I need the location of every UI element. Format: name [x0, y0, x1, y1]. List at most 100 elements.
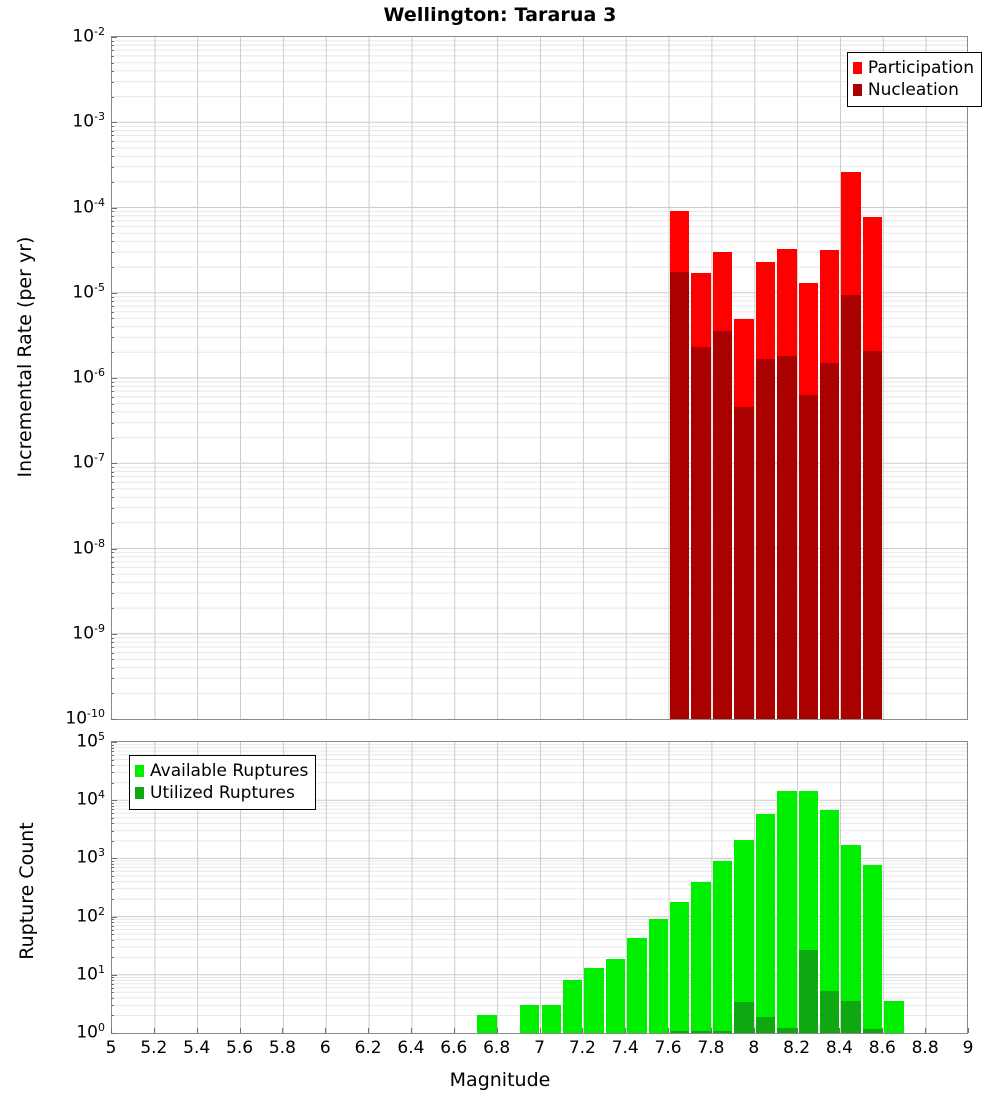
x-axis-tick	[539, 1028, 541, 1033]
bar-nucleation	[862, 350, 883, 719]
y-axis-minor-tick	[111, 871, 114, 873]
x-axis-tick	[625, 1028, 627, 1033]
x-tick-label: 6.4	[397, 1038, 425, 1058]
y-axis-minor-tick	[111, 403, 114, 405]
y-axis-tick	[111, 122, 117, 124]
participation-swatch	[852, 62, 862, 74]
y-axis-minor-tick	[111, 899, 114, 901]
legend-item-available-ruptures: Available Ruptures	[135, 760, 308, 782]
bar-utilized-ruptures	[755, 1016, 776, 1033]
y-axis-minor-tick	[111, 957, 114, 959]
y-axis-minor-tick	[111, 659, 114, 661]
y-axis-minor-tick	[111, 802, 114, 804]
y-axis-minor-tick	[111, 947, 114, 949]
x-axis-tick	[496, 1028, 498, 1033]
bar-nucleation	[691, 347, 711, 719]
y-axis-minor-tick	[111, 411, 114, 413]
x-axis-tick	[153, 1028, 155, 1033]
y-axis-minor-tick	[111, 823, 114, 825]
y-tick-label: 10-2	[72, 25, 105, 47]
y-axis-minor-tick	[111, 817, 114, 819]
x-axis-tick	[925, 1028, 927, 1033]
y-axis-minor-tick	[111, 977, 114, 979]
bar-available-ruptures	[734, 839, 754, 1033]
y-axis-minor-tick	[111, 642, 114, 643]
x-tick-label: 5.4	[183, 1038, 211, 1058]
legend-incremental-rate: Participation Nucleation	[846, 52, 982, 107]
y-axis-minor-tick	[111, 147, 114, 149]
y-axis-minor-tick	[111, 608, 114, 610]
y-axis-minor-tick	[111, 311, 114, 313]
y-axis-minor-tick	[111, 925, 114, 927]
y-axis-minor-tick	[111, 381, 114, 383]
bar-utilized-ruptures	[670, 1030, 690, 1033]
y-axis-minor-tick	[111, 522, 114, 524]
y-axis-minor-tick	[111, 987, 114, 989]
x-tick-label: 8.2	[783, 1038, 811, 1058]
x-tick-label: 7.2	[568, 1038, 596, 1058]
bar-available-ruptures	[670, 902, 690, 1033]
x-axis-tick	[710, 1028, 712, 1033]
bar-available-ruptures	[820, 810, 840, 1033]
y-axis-minor-tick	[111, 556, 114, 558]
bar-available-ruptures	[562, 980, 583, 1033]
y-tick-label: 10-5	[72, 280, 105, 303]
x-axis-tick	[282, 1028, 284, 1033]
bar-utilized-ruptures	[820, 991, 840, 1033]
bar-nucleation	[670, 272, 690, 719]
y-axis-minor-tick	[111, 754, 114, 756]
available-ruptures-swatch	[135, 765, 144, 777]
x-tick-label: 8.8	[911, 1038, 939, 1058]
y-axis-minor-tick	[111, 652, 114, 654]
y-axis-minor-tick	[111, 81, 114, 83]
y-axis-minor-tick	[111, 929, 114, 931]
y-axis-minor-tick	[111, 809, 114, 811]
y-tick-label: 10-7	[72, 451, 105, 473]
y-axis-tick	[111, 463, 117, 465]
y-axis-minor-tick	[111, 830, 114, 832]
y-axis-tick	[111, 37, 117, 38]
y-axis-minor-tick	[111, 215, 114, 217]
y-axis-minor-tick	[111, 488, 114, 490]
y-axis-tick	[111, 548, 117, 550]
y-tick-label: 103	[76, 846, 105, 869]
bar-utilized-ruptures	[862, 1029, 883, 1033]
top-axis-title-y: Incremental Rate (per yr)	[14, 236, 36, 478]
bar-utilized-ruptures	[777, 1028, 797, 1033]
y-axis-minor-tick	[111, 252, 114, 254]
y-axis-minor-tick	[111, 305, 114, 307]
x-tick-label: 7	[534, 1038, 545, 1058]
bar-nucleation	[841, 294, 861, 719]
x-tick-label: 5.2	[140, 1038, 168, 1058]
legend-item-nucleation: Nucleation	[852, 79, 974, 101]
y-axis-minor-tick	[111, 805, 114, 807]
bar-available-ruptures	[777, 790, 797, 1033]
utilized-ruptures-swatch	[135, 787, 144, 799]
y-axis-tick	[111, 742, 117, 743]
y-axis-minor-tick	[111, 997, 114, 999]
y-axis-tick	[111, 800, 117, 802]
y-axis-minor-tick	[111, 888, 114, 890]
y-axis-minor-tick	[111, 567, 114, 569]
bar-available-ruptures	[477, 1015, 497, 1033]
x-tick-label: 5	[105, 1038, 117, 1058]
x-tick-label: 9	[962, 1038, 974, 1058]
bar-utilized-ruptures	[798, 949, 819, 1033]
y-axis-tick	[111, 633, 117, 635]
x-axis-tick	[239, 1028, 241, 1033]
y-axis-minor-tick	[111, 220, 114, 222]
incremental-rate-plot-area	[111, 36, 968, 720]
y-tick-label: 10-4	[72, 195, 105, 218]
y-axis-minor-tick	[111, 678, 114, 680]
y-axis-minor-tick	[111, 765, 114, 767]
bar-utilized-ruptures	[841, 1001, 861, 1033]
y-axis-minor-tick	[111, 507, 114, 509]
y-axis-minor-tick	[111, 55, 114, 57]
bar-available-ruptures	[841, 844, 861, 1033]
y-axis-minor-tick	[111, 391, 114, 393]
y-axis-minor-tick	[111, 840, 114, 842]
y-axis-minor-tick	[111, 156, 114, 158]
y-axis-minor-tick	[111, 50, 114, 52]
y-axis-minor-tick	[111, 476, 114, 478]
y-tick-label: 104	[76, 788, 105, 810]
